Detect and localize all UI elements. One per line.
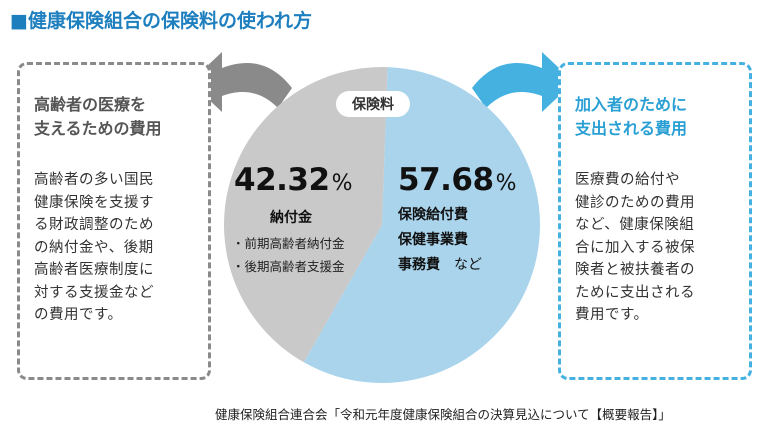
right-box-line: 健診のための費用 xyxy=(575,194,695,211)
right-box-line: ために支出される xyxy=(575,284,695,301)
right-box-body: 医療費の給付や 健診のための費用 など、健康保険組 合に加入する被保 険者と被扶… xyxy=(575,169,743,327)
source-note: 健康保険組合連合会「令和元年度健康保険組合の決算見込について【概要報告】」 xyxy=(215,407,671,422)
slice-label-left: 納付金 xyxy=(270,210,312,226)
left-box-line: の納付金や、後期 xyxy=(34,239,154,256)
slice-left-item: ・後期高齢者支援金 xyxy=(232,259,345,274)
left-box-line: 健康保険を支援す xyxy=(34,194,154,211)
left-box-line: 対する支援金など xyxy=(34,284,154,301)
slice-right-item-text: 事務費 xyxy=(398,257,440,273)
slice-value-left: 42.32% xyxy=(234,162,352,198)
page-title: ■健康保険組合の保険料の使われ方 xyxy=(10,10,313,32)
slice-left-item: ・前期高齢者納付金 xyxy=(232,236,345,251)
slice-left-items: ・前期高齢者納付金 ・後期高齢者支援金 xyxy=(232,232,345,278)
right-box-heading: 加入者のために 支出される費用 xyxy=(575,93,745,141)
slice-value-right-unit: % xyxy=(495,171,517,196)
left-box-line: る財政調整のため xyxy=(34,217,154,233)
slice-right-item: 保険給付費 xyxy=(398,207,468,223)
slice-value-right-number: 57.68 xyxy=(398,162,494,198)
right-box-heading-line: 加入者のために xyxy=(575,95,688,114)
slice-value-left-unit: % xyxy=(331,171,353,196)
center-label: 保険料 xyxy=(336,91,410,117)
left-box-line: 高齢者の多い国民 xyxy=(34,172,154,188)
slice-value-right: 57.68% xyxy=(398,162,516,198)
slice-right-item: 事務費 など xyxy=(398,253,482,278)
left-box-line: 高齢者医療制度に xyxy=(34,262,154,278)
right-box-heading-line: 支出される費用 xyxy=(575,119,688,138)
left-box-body: 高齢者の多い国民 健康保険を支援す る財政調整のため の納付金や、後期 高齢者医… xyxy=(34,169,202,327)
right-info-box: 加入者のために 支出される費用 医療費の給付や 健診のための費用 など、健康保険… xyxy=(558,62,752,380)
right-box-line: 合に加入する被保 xyxy=(575,239,695,256)
right-box-line: 険者と被扶養者の xyxy=(575,262,695,278)
right-box-line: 医療費の給付や xyxy=(575,172,680,188)
left-box-heading-line: 高齢者の医療を xyxy=(34,95,147,114)
left-box-line: の費用です。 xyxy=(34,307,123,323)
slice-right-suffix: など xyxy=(454,257,482,273)
left-box-heading-line: 支えるための費用 xyxy=(34,119,162,138)
slice-right-items: 保険給付費 保健事業費 事務費 など xyxy=(398,203,482,278)
left-info-box: 高齢者の医療を 支えるための費用 高齢者の多い国民 健康保険を支援す る財政調整… xyxy=(17,62,211,380)
left-box-heading: 高齢者の医療を 支えるための費用 xyxy=(34,93,204,141)
slice-value-left-number: 42.32 xyxy=(234,162,330,198)
slice-right-item: 保健事業費 xyxy=(398,232,468,248)
right-box-line: 費用です。 xyxy=(575,307,649,323)
right-box-line: など、健康保険組 xyxy=(575,217,695,233)
